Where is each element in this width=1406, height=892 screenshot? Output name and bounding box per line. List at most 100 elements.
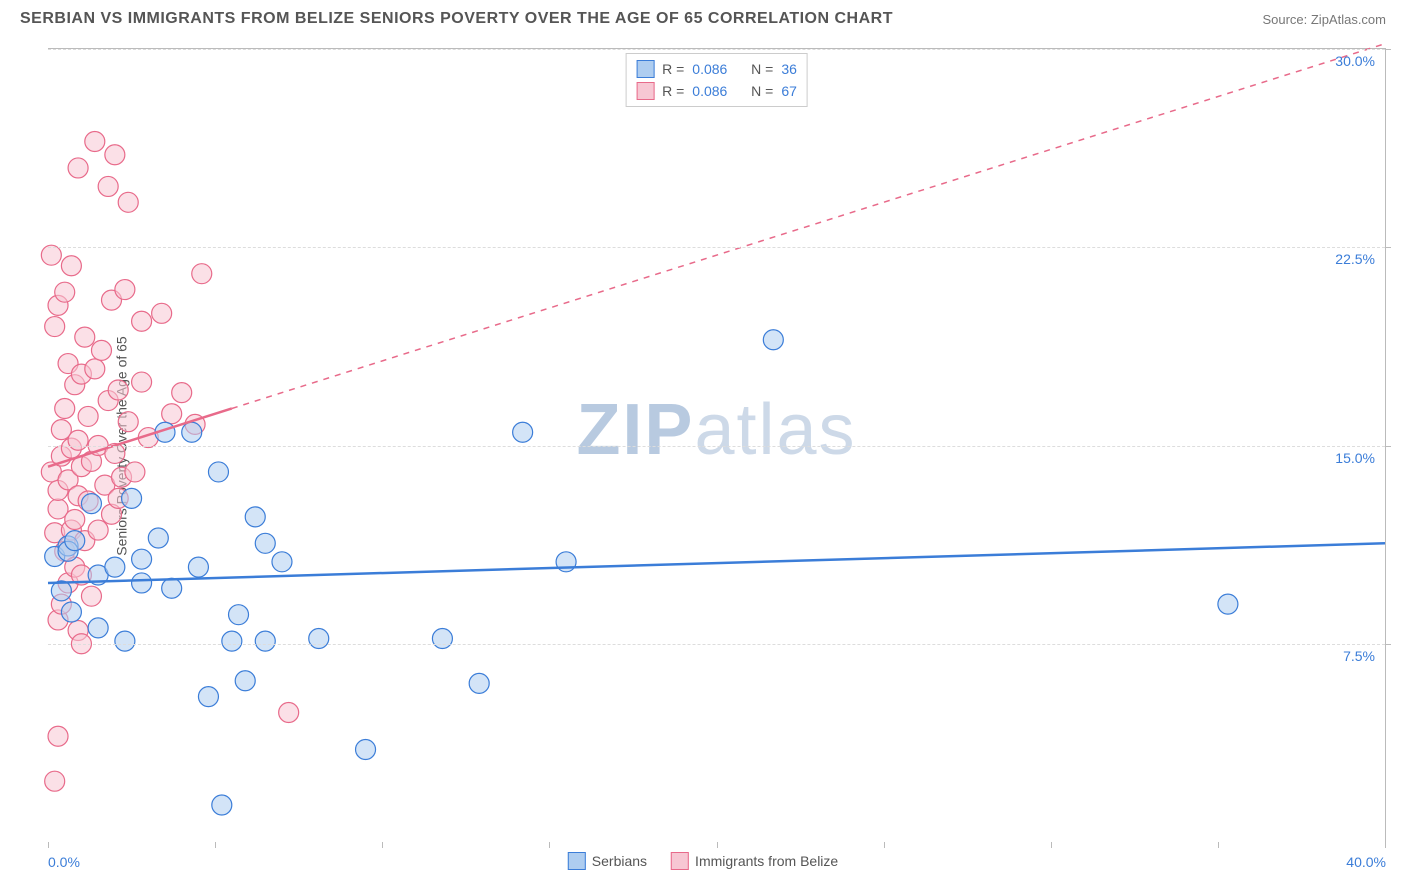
gridline (48, 49, 1385, 50)
n-label: N = (751, 61, 773, 77)
gridline (48, 446, 1385, 447)
data-point (208, 462, 228, 482)
data-point (55, 398, 75, 418)
data-point (132, 372, 152, 392)
data-point (212, 795, 232, 815)
x-tick (1051, 842, 1052, 848)
data-point (118, 192, 138, 212)
data-point (222, 631, 242, 651)
data-point (356, 739, 376, 759)
regression-line-solid (48, 543, 1385, 583)
data-point (148, 528, 168, 548)
data-point (279, 702, 299, 722)
r-value-belize: 0.086 (692, 83, 727, 99)
data-point (513, 422, 533, 442)
legend-stats: R = 0.086 N = 36 R = 0.086 N = 67 (625, 53, 808, 107)
data-point (162, 404, 182, 424)
data-point (75, 327, 95, 347)
data-point (45, 317, 65, 337)
data-point (105, 145, 125, 165)
legend-label-belize: Immigrants from Belize (695, 853, 838, 869)
n-label: N = (751, 83, 773, 99)
data-point (152, 303, 172, 323)
data-point (132, 311, 152, 331)
data-point (255, 533, 275, 553)
data-point (272, 552, 292, 572)
r-label: R = (662, 83, 684, 99)
data-point (88, 618, 108, 638)
data-point (122, 488, 142, 508)
data-point (88, 520, 108, 540)
data-point (469, 673, 489, 693)
data-point (1218, 594, 1238, 614)
data-point (81, 586, 101, 606)
data-point (162, 578, 182, 598)
data-point (61, 602, 81, 622)
y-tick (1385, 49, 1391, 50)
regression-line-dashed (232, 44, 1385, 409)
data-point (132, 549, 152, 569)
y-tick-label: 15.0% (1335, 450, 1375, 466)
data-point (85, 359, 105, 379)
r-label: R = (662, 61, 684, 77)
data-point (81, 494, 101, 514)
data-point (48, 726, 68, 746)
data-point (235, 671, 255, 691)
data-point (763, 330, 783, 350)
data-point (68, 158, 88, 178)
data-point (108, 380, 128, 400)
y-tick-label: 22.5% (1335, 251, 1375, 267)
gridline (48, 644, 1385, 645)
legend-stats-row-serbians: R = 0.086 N = 36 (636, 58, 797, 80)
data-point (115, 631, 135, 651)
data-point (78, 406, 98, 426)
data-point (68, 430, 88, 450)
r-value-serbians: 0.086 (692, 61, 727, 77)
n-value-serbians: 36 (781, 61, 797, 77)
x-tick (1385, 842, 1386, 848)
y-tick (1385, 446, 1391, 447)
x-tick (549, 842, 550, 848)
data-point (172, 383, 192, 403)
y-tick (1385, 644, 1391, 645)
legend-label-serbians: Serbians (592, 853, 647, 869)
data-point (432, 628, 452, 648)
x-tick (215, 842, 216, 848)
gridline (48, 247, 1385, 248)
data-point (98, 176, 118, 196)
y-tick-label: 30.0% (1335, 53, 1375, 69)
x-axis-label-max: 40.0% (1346, 854, 1386, 870)
n-value-belize: 67 (781, 83, 797, 99)
chart-plot-area: ZIPatlas R = 0.086 N = 36 R = 0.086 N = … (48, 48, 1386, 842)
data-point (85, 132, 105, 152)
chart-header: SERBIAN VS IMMIGRANTS FROM BELIZE SENIOR… (0, 0, 1406, 36)
data-point (105, 557, 125, 577)
data-point (55, 282, 75, 302)
legend-series: Serbians Immigrants from Belize (568, 852, 838, 870)
data-point (198, 687, 218, 707)
data-point (132, 573, 152, 593)
data-point (65, 531, 85, 551)
legend-stats-row-belize: R = 0.086 N = 67 (636, 80, 797, 102)
data-point (91, 340, 111, 360)
data-point (45, 771, 65, 791)
data-point (255, 631, 275, 651)
y-tick-label: 7.5% (1343, 648, 1375, 664)
data-point (188, 557, 208, 577)
swatch-blue-icon (568, 852, 586, 870)
chart-title: SERBIAN VS IMMIGRANTS FROM BELIZE SENIOR… (20, 10, 893, 28)
legend-item-serbians: Serbians (568, 852, 647, 870)
data-point (309, 628, 329, 648)
x-axis-label-min: 0.0% (48, 854, 80, 870)
x-tick (884, 842, 885, 848)
data-point (229, 605, 249, 625)
x-tick (1218, 842, 1219, 848)
data-point (245, 507, 265, 527)
data-point (125, 462, 145, 482)
data-point (65, 510, 85, 530)
x-tick (48, 842, 49, 848)
source-name: ZipAtlas.com (1311, 12, 1386, 27)
data-point (192, 264, 212, 284)
swatch-pink-icon (671, 852, 689, 870)
source-label: Source: (1262, 12, 1310, 27)
